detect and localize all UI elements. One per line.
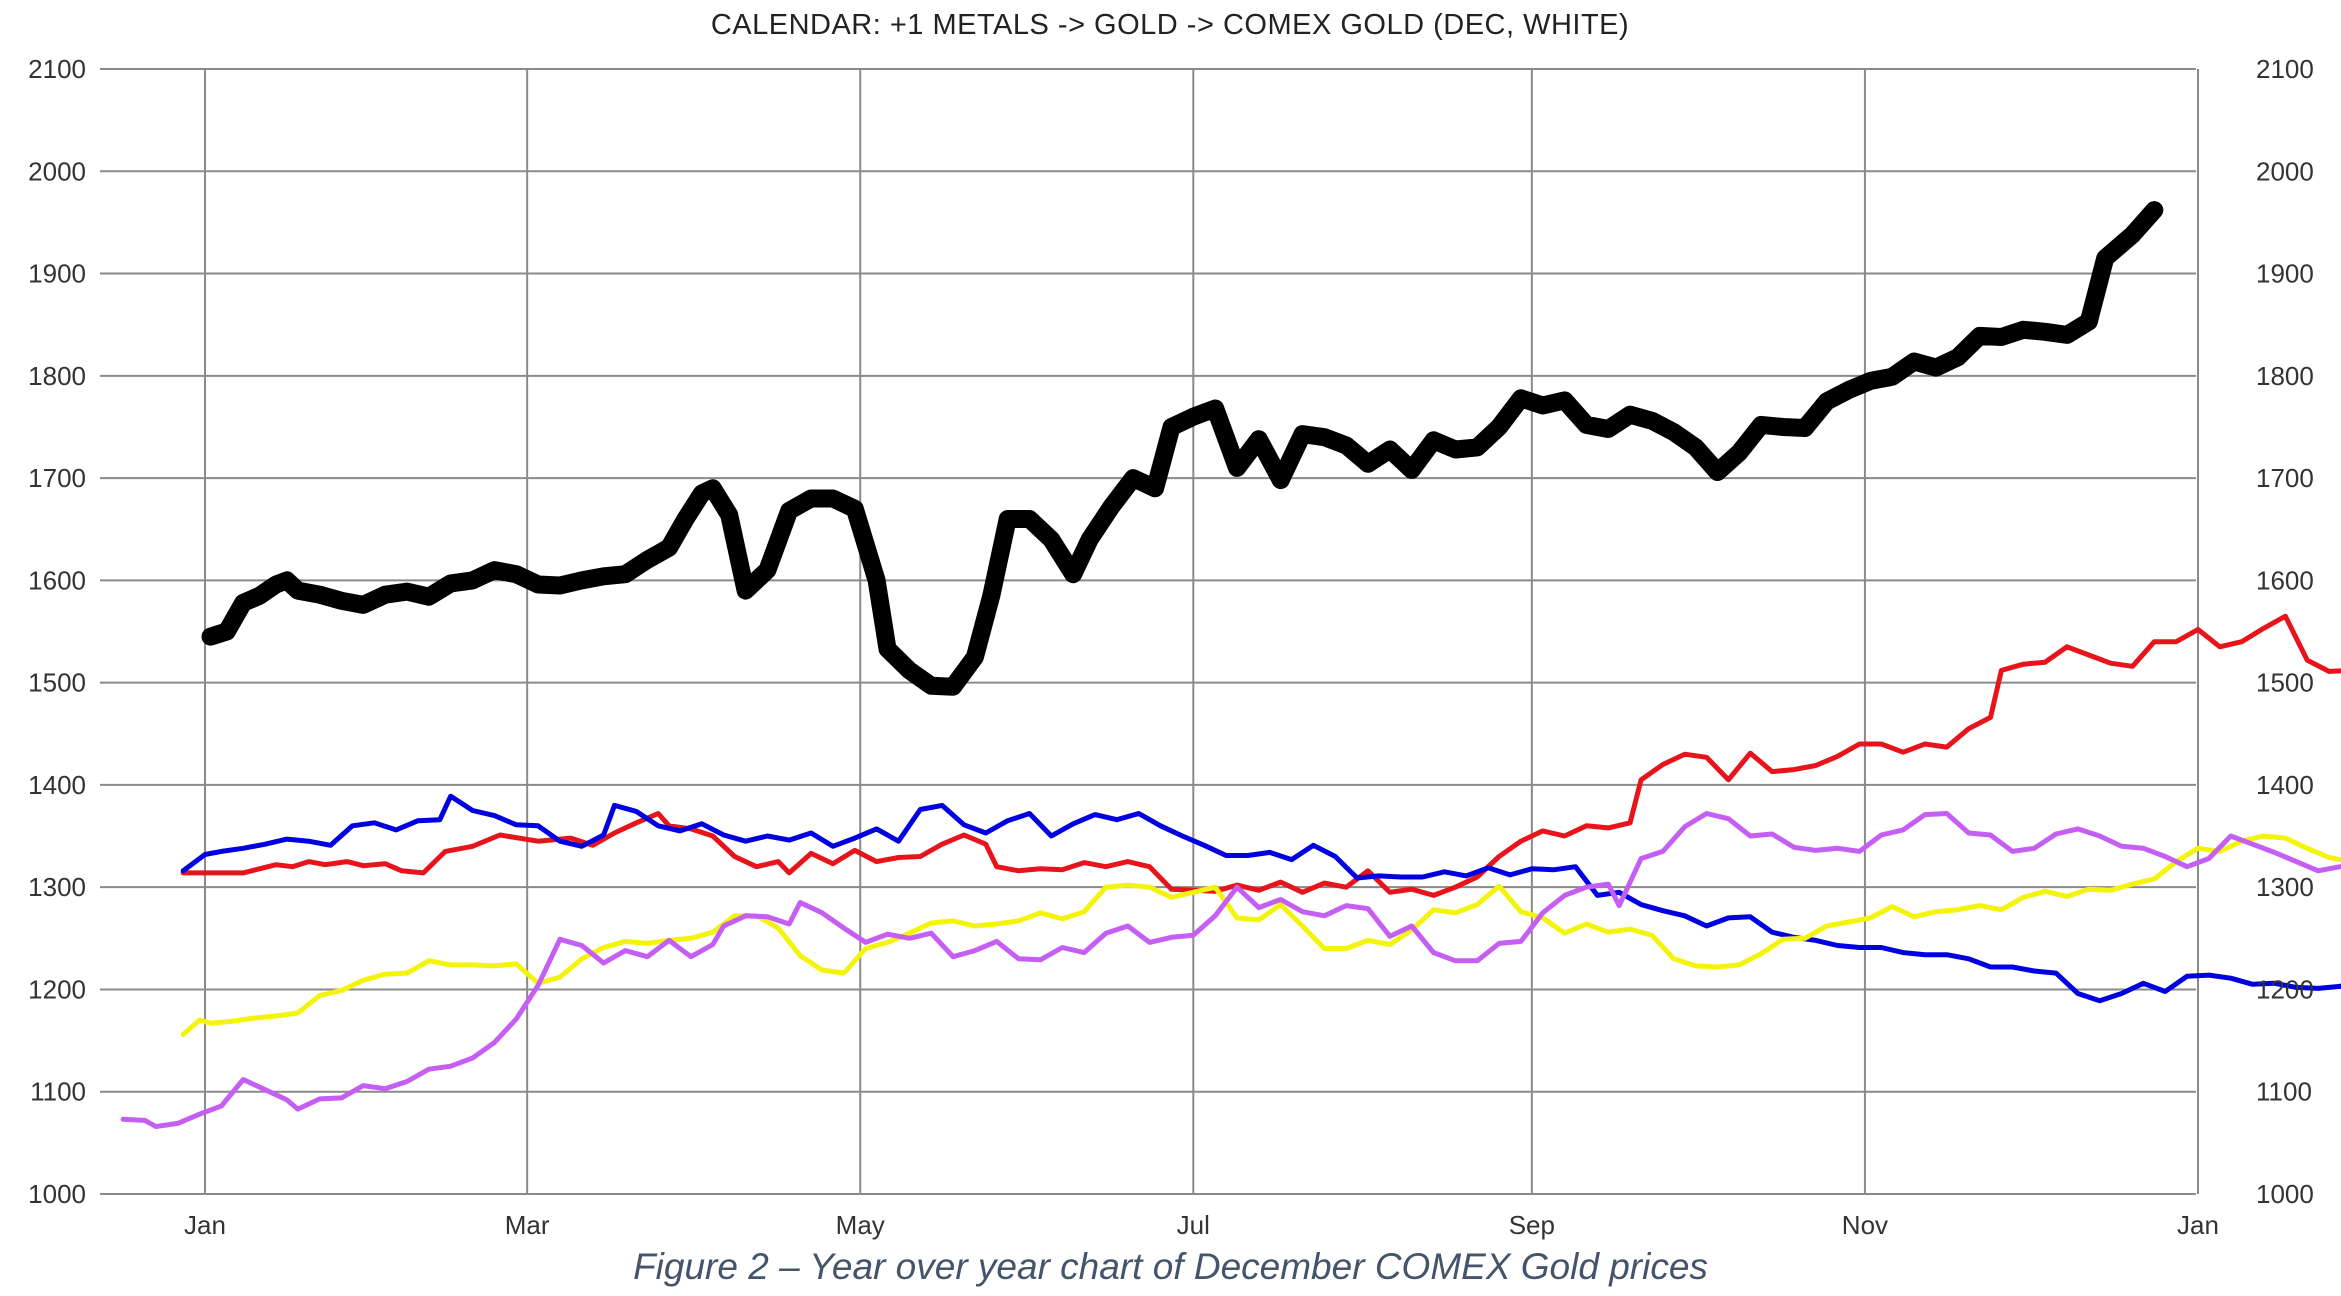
y-tick-label-left: 1600 [28, 565, 86, 595]
x-tick-label: May [836, 1210, 885, 1240]
y-tick-label-left: 1200 [28, 974, 86, 1004]
series-line-2 [180, 793, 2341, 1004]
x-tick-label: Sep [1509, 1210, 1555, 1240]
y-tick-label-right: 1200 [2256, 974, 2314, 1004]
x-tick-label: Mar [505, 1210, 550, 1240]
figure-caption: Figure 2 – Year over year chart of Decem… [633, 1246, 1708, 1287]
y-tick-label-right: 2100 [2256, 54, 2314, 84]
y-tick-label-left: 1100 [30, 1077, 86, 1107]
y-tick-label-right: 1800 [2256, 361, 2314, 391]
y-tick-label-right: 1300 [2256, 872, 2314, 902]
y-tick-label-right: 1700 [2256, 463, 2314, 493]
y-tick-label-left: 1700 [28, 463, 86, 493]
y-tick-label-left: 1900 [28, 259, 86, 289]
x-tick-label: Jul [1177, 1210, 1210, 1240]
y-tick-label-left: 1000 [28, 1179, 86, 1209]
y-tick-label-right: 1500 [2256, 668, 2314, 698]
y-tick-label-left: 2100 [28, 54, 86, 84]
series-line-4 [120, 811, 2341, 1129]
y-tick-label-right: 2000 [2256, 156, 2314, 186]
x-tick-label: Nov [1842, 1210, 1888, 1240]
chart-title: CALENDAR: +1 METALS -> GOLD -> COMEX GOL… [711, 9, 1629, 41]
y-tick-label-right: 1600 [2256, 565, 2314, 595]
y-tick-label-right: 1100 [2256, 1077, 2312, 1107]
y-tick-label-left: 1500 [28, 668, 86, 698]
axis-labels: 1000 1000 1100 1100 1200 1200 1300 1300 1400 1400… [28, 54, 2314, 1240]
y-tick-label-right: 1900 [2256, 259, 2314, 289]
x-tick-label: Jan [2177, 1210, 2219, 1240]
y-tick-label-left: 1800 [28, 361, 86, 391]
y-tick-label-left: 2000 [28, 156, 86, 186]
y-tick-label-right: 1000 [2256, 1179, 2314, 1209]
grid [100, 68, 2199, 1195]
y-tick-label-left: 1400 [28, 770, 86, 800]
series-line-5 [201, 201, 2164, 696]
series-line-1 [180, 613, 2341, 898]
x-tick-label: Jan [184, 1210, 226, 1240]
y-tick-label-left: 1300 [28, 872, 86, 902]
series-line-3 [180, 833, 2341, 1037]
series-group [120, 201, 2341, 1129]
y-tick-label-right: 1400 [2256, 770, 2314, 800]
